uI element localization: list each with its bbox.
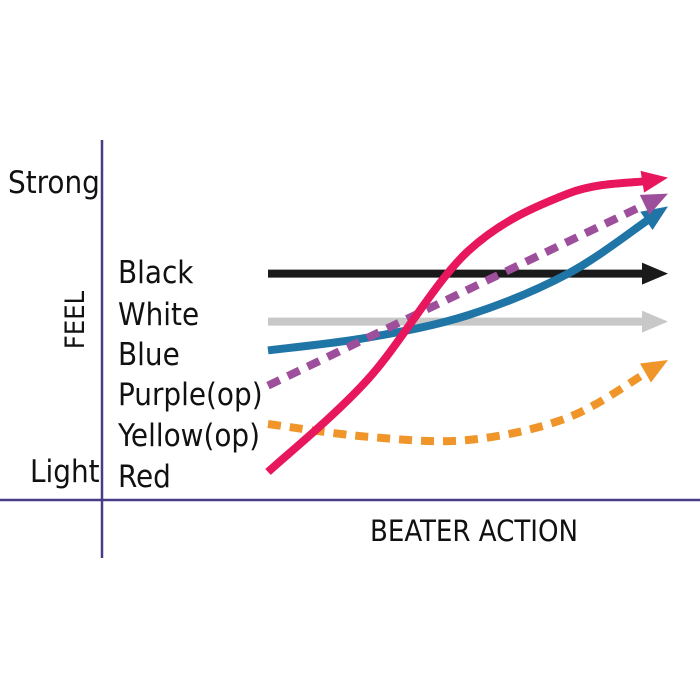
legend-label-white: White [118,297,199,333]
legend-label-black: Black [118,255,194,291]
series-arrowhead-black [642,262,668,285]
legend: Black White Blue Purple(op) Yellow(op) Red [117,255,263,495]
series-arrowhead-purple-op [639,193,668,215]
series-layer [265,170,668,475]
x-axis-label: BEATER ACTION [370,514,578,548]
y-tick-strong: Strong [8,165,100,201]
legend-label-yellow-op: Yellow(op) [117,418,260,454]
series-line-red [265,177,647,475]
series-arrowhead-yellow-op [639,360,668,383]
series-arrowhead-red [640,170,668,193]
legend-label-purple-op: Purple(op) [118,377,263,413]
y-tick-light: Light [30,454,100,490]
legend-label-blue: Blue [118,337,180,373]
series-line-purple-op [266,199,650,390]
y-axis-label: FEEL [60,290,91,349]
axes [0,140,700,558]
series-line-yellow-op [267,367,651,446]
series-arrowhead-white [642,310,668,333]
series-line-blue [267,215,652,355]
legend-label-red: Red [118,459,171,495]
series-arrowhead-blue [640,206,668,231]
